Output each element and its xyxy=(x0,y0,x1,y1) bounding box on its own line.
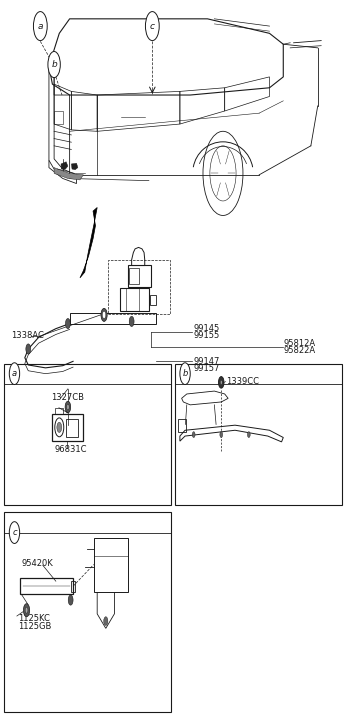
Polygon shape xyxy=(71,164,78,170)
Text: a: a xyxy=(12,369,17,378)
Text: 99147: 99147 xyxy=(194,357,220,366)
Circle shape xyxy=(68,595,73,605)
Circle shape xyxy=(220,380,222,385)
Text: 1125GB: 1125GB xyxy=(18,622,51,630)
Text: b: b xyxy=(182,369,188,378)
Circle shape xyxy=(247,432,250,438)
Circle shape xyxy=(218,377,224,388)
Circle shape xyxy=(101,308,107,321)
Text: 1327CB: 1327CB xyxy=(51,393,84,402)
Circle shape xyxy=(180,363,190,385)
Text: 99155: 99155 xyxy=(194,332,220,340)
Circle shape xyxy=(65,318,70,329)
Text: c: c xyxy=(12,528,17,537)
Text: 95822A: 95822A xyxy=(283,346,316,355)
Text: 1125KC: 1125KC xyxy=(18,614,50,624)
Text: b: b xyxy=(51,60,57,69)
Text: 99157: 99157 xyxy=(194,364,220,373)
Text: 95420K: 95420K xyxy=(21,558,53,568)
Polygon shape xyxy=(61,162,68,169)
Circle shape xyxy=(145,12,159,41)
Polygon shape xyxy=(54,168,83,180)
Text: 96831C: 96831C xyxy=(54,446,86,454)
Circle shape xyxy=(192,432,195,438)
Circle shape xyxy=(9,522,20,544)
Circle shape xyxy=(129,316,134,326)
Circle shape xyxy=(102,311,106,318)
Circle shape xyxy=(65,401,71,413)
Text: c: c xyxy=(150,22,155,31)
Circle shape xyxy=(24,603,30,616)
Circle shape xyxy=(48,52,60,78)
Circle shape xyxy=(104,616,108,625)
Text: a: a xyxy=(38,22,43,31)
Text: 1339CC: 1339CC xyxy=(226,377,260,386)
Circle shape xyxy=(66,404,69,410)
Circle shape xyxy=(57,422,62,433)
Circle shape xyxy=(220,432,222,438)
Polygon shape xyxy=(80,207,97,278)
Text: 1338AC: 1338AC xyxy=(11,332,44,340)
Circle shape xyxy=(26,344,31,354)
Circle shape xyxy=(9,363,20,385)
Text: 95812A: 95812A xyxy=(283,339,316,348)
Circle shape xyxy=(25,607,28,613)
Circle shape xyxy=(34,12,47,41)
Text: 99145: 99145 xyxy=(194,324,220,333)
